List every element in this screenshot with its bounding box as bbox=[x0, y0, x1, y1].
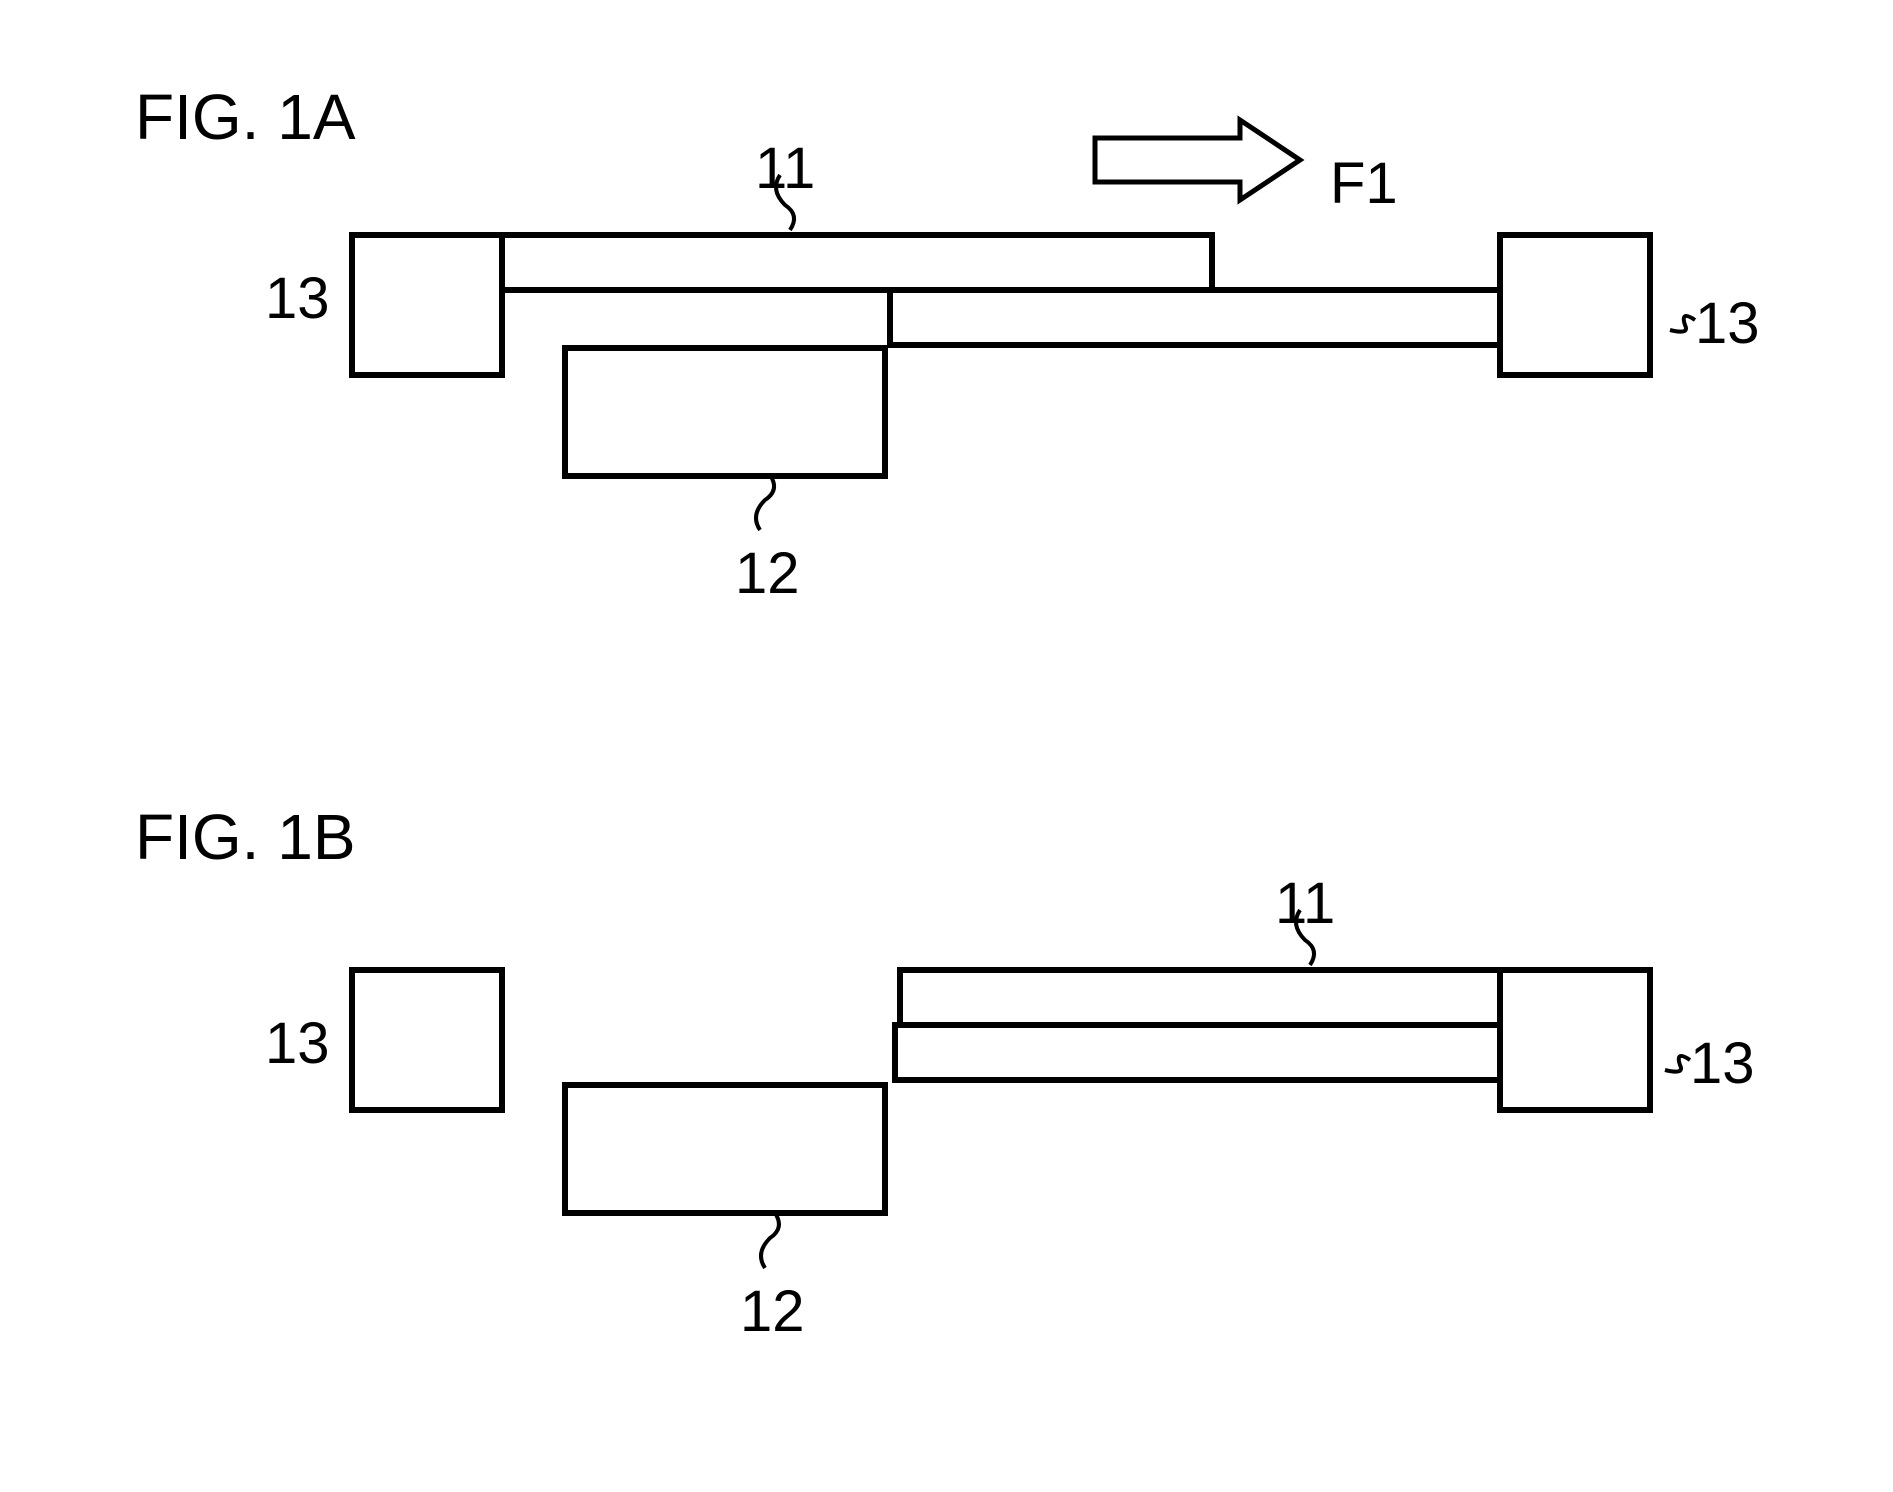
diagram-svg bbox=[0, 0, 1893, 1492]
